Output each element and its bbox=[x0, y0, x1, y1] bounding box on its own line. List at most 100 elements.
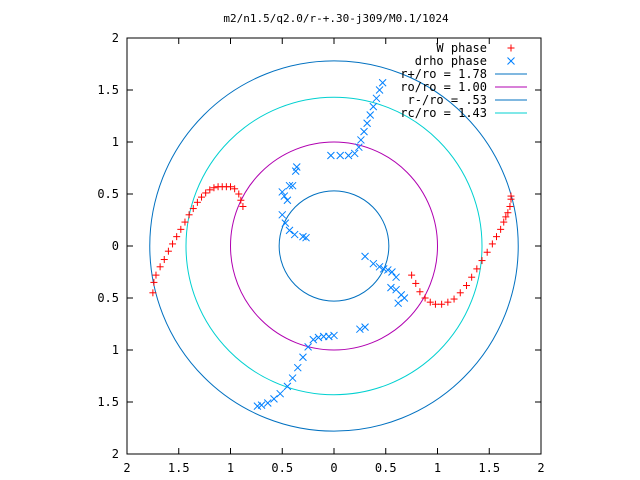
point-w-phase-22 bbox=[235, 190, 243, 198]
point-w-phase-15 bbox=[206, 186, 214, 194]
point-w-phase-3 bbox=[156, 263, 164, 271]
point-w-phase-35 bbox=[462, 282, 470, 290]
point-drho-phase-17 bbox=[278, 188, 287, 196]
point-w-phase-5 bbox=[164, 247, 172, 255]
circle-ro-ro bbox=[230, 141, 438, 351]
x-tick-label: 1.5 bbox=[478, 461, 500, 475]
y-tick-label: 2 bbox=[112, 31, 119, 45]
point-w-phase-2 bbox=[152, 271, 160, 279]
point-drho-phase-8 bbox=[354, 143, 363, 152]
point-drho-phase-33 bbox=[387, 283, 395, 292]
point-w-phase-46 bbox=[506, 202, 514, 210]
point-w-phase-30 bbox=[431, 300, 439, 308]
point-w-phase-4 bbox=[160, 256, 168, 264]
point-drho-phase-52 bbox=[263, 399, 272, 407]
legend-label-2: r+/ro = 1.78 bbox=[400, 67, 487, 81]
y-tick-label: 1.5 bbox=[97, 395, 119, 409]
point-w-phase-31 bbox=[438, 300, 446, 308]
point-drho-phase-45 bbox=[304, 343, 312, 351]
point-w-phase-39 bbox=[483, 248, 491, 256]
point-w-phase-36 bbox=[468, 273, 476, 281]
circle-r-ro bbox=[149, 60, 519, 432]
point-drho-phase-14 bbox=[291, 167, 300, 175]
point-drho-phase-30 bbox=[383, 266, 392, 274]
legend-swatch-0 bbox=[507, 44, 515, 52]
x-tick-label: 0.5 bbox=[271, 461, 293, 475]
legend-label-5: rc/ro = 1.43 bbox=[400, 106, 487, 120]
legend-label-1: drho phase bbox=[415, 54, 487, 68]
x-tick-label: 0 bbox=[330, 461, 337, 475]
x-tick-label: 1 bbox=[434, 461, 441, 475]
point-drho-phase-7 bbox=[357, 136, 365, 144]
point-w-phase-29 bbox=[426, 298, 434, 306]
x-tick-label: 0.5 bbox=[375, 461, 397, 475]
point-drho-phase-44 bbox=[309, 335, 318, 344]
point-w-phase-20 bbox=[227, 183, 234, 191]
point-drho-phase-48 bbox=[288, 374, 297, 382]
point-drho-phase-49 bbox=[283, 382, 292, 391]
point-w-phase-10 bbox=[185, 211, 193, 219]
point-drho-phase-20 bbox=[278, 210, 287, 219]
y-tick-label: 1 bbox=[112, 343, 119, 357]
legend-label-4: r-/ro = .53 bbox=[408, 93, 487, 107]
point-w-phase-7 bbox=[173, 233, 181, 241]
x-tick-label: 1 bbox=[227, 461, 234, 475]
point-w-phase-25 bbox=[408, 271, 416, 279]
point-w-phase-1 bbox=[150, 278, 158, 286]
point-w-phase-23 bbox=[237, 196, 245, 204]
point-drho-phase-1 bbox=[375, 86, 384, 94]
point-w-phase-40 bbox=[488, 240, 496, 248]
point-drho-phase-26 bbox=[361, 252, 369, 261]
point-w-phase-28 bbox=[421, 294, 429, 302]
point-w-phase-44 bbox=[502, 213, 510, 221]
point-drho-phase-5 bbox=[363, 119, 371, 128]
point-drho-phase-46 bbox=[299, 353, 307, 362]
point-drho-phase-18 bbox=[285, 181, 294, 190]
y-tick-label: 0.5 bbox=[97, 291, 119, 305]
y-tick-label: 1.5 bbox=[97, 83, 119, 97]
point-layer bbox=[149, 78, 515, 411]
x-tick-label: 2 bbox=[537, 461, 544, 475]
point-drho-phase-23 bbox=[290, 230, 299, 239]
point-drho-phase-37 bbox=[394, 299, 403, 308]
point-w-phase-6 bbox=[169, 240, 177, 248]
point-drho-phase-31 bbox=[388, 268, 396, 276]
point-drho-phase-9 bbox=[350, 149, 359, 158]
point-drho-phase-11 bbox=[336, 151, 345, 160]
point-w-phase-21 bbox=[231, 185, 239, 193]
point-w-phase-26 bbox=[412, 279, 420, 287]
point-w-phase-37 bbox=[473, 265, 481, 273]
point-w-phase-14 bbox=[202, 189, 210, 197]
point-drho-phase-15 bbox=[283, 196, 292, 205]
point-w-phase-16 bbox=[210, 184, 218, 192]
point-w-phase-38 bbox=[478, 257, 486, 265]
point-w-phase-48 bbox=[507, 192, 515, 200]
point-drho-phase-28 bbox=[375, 262, 384, 271]
series-w-phase bbox=[149, 183, 515, 308]
point-drho-phase-38 bbox=[361, 323, 369, 331]
point-w-phase-9 bbox=[181, 218, 189, 226]
point-w-phase-0 bbox=[149, 289, 157, 297]
point-w-phase-43 bbox=[500, 218, 508, 226]
point-w-phase-34 bbox=[456, 289, 464, 297]
point-drho-phase-51 bbox=[270, 395, 278, 403]
point-w-phase-27 bbox=[416, 288, 424, 296]
point-drho-phase-50 bbox=[276, 389, 285, 398]
chart-title: m2/n1.5/q2.0/r-+.30-j309/M0.1/1024 bbox=[223, 12, 449, 25]
point-w-phase-45 bbox=[504, 209, 512, 217]
series-drho-phase bbox=[253, 78, 409, 411]
legend-label-0: W phase bbox=[436, 41, 487, 55]
point-w-phase-41 bbox=[492, 233, 500, 241]
y-tick-label: 0.5 bbox=[97, 187, 119, 201]
point-drho-phase-19 bbox=[288, 181, 297, 190]
y-tick-label: 1 bbox=[112, 135, 119, 149]
point-w-phase-8 bbox=[177, 225, 185, 233]
point-drho-phase-12 bbox=[327, 151, 335, 160]
point-w-phase-42 bbox=[497, 225, 505, 233]
point-w-phase-12 bbox=[193, 198, 201, 206]
point-w-phase-24 bbox=[239, 202, 247, 210]
point-drho-phase-3 bbox=[369, 102, 378, 111]
legend-swatch-1 bbox=[507, 57, 515, 65]
